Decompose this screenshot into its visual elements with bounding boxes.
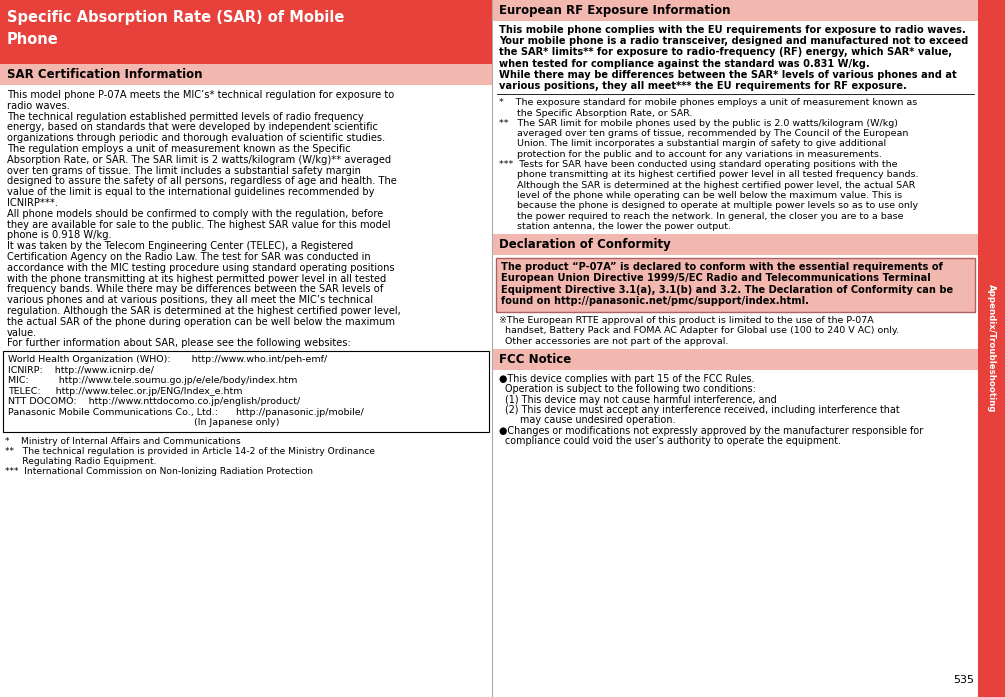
Text: ●This device complies with part 15 of the FCC Rules.: ●This device complies with part 15 of th… [499,374,755,384]
Text: The product “P-07A” is declared to conform with the essential requirements of: The product “P-07A” is declared to confo… [501,262,943,272]
Text: phone is 0.918 W/kg.: phone is 0.918 W/kg. [7,231,112,240]
Text: **   The SAR limit for mobile phones used by the public is 2.0 watts/kilogram (W: ** The SAR limit for mobile phones used … [499,118,898,128]
Text: Absorption Rate, or SAR. The SAR limit is 2 watts/kilogram (W/kg)** averaged: Absorption Rate, or SAR. The SAR limit i… [7,155,391,164]
Bar [493,0,978,21]
Text: the SAR* limits** for exposure to radio-frequency (RF) energy, which SAR* value,: the SAR* limits** for exposure to radio-… [499,47,952,57]
Text: energy, based on standards that were developed by independent scientific: energy, based on standards that were dev… [7,123,378,132]
Text: Equipment Directive 3.1(a), 3.1(b) and 3.2. The Declaration of Conformity can be: Equipment Directive 3.1(a), 3.1(b) and 3… [501,284,953,295]
Text: phone transmitting at its highest certified power level in all tested frequency : phone transmitting at its highest certif… [499,170,919,179]
Text: MIC:          http://www.tele.soumu.go.jp/e/ele/body/index.htm: MIC: http://www.tele.soumu.go.jp/e/ele/b… [8,376,297,385]
Text: TELEC:     http://www.telec.or.jp/ENG/Index_e.htm: TELEC: http://www.telec.or.jp/ENG/Index_… [8,387,242,396]
Text: regulation. Although the SAR is determined at the highest certified power level,: regulation. Although the SAR is determin… [7,306,401,316]
Text: 535: 535 [953,675,974,685]
Text: Although the SAR is determined at the highest certified power level, the actual : Although the SAR is determined at the hi… [499,181,916,190]
Text: the power required to reach the network. In general, the closer you are to a bas: the power required to reach the network.… [499,211,903,220]
Bar [3,351,489,431]
Text: Declaration of Conformity: Declaration of Conformity [499,238,670,251]
Text: Union. The limit incorporates a substantial margin of safety to give additional: Union. The limit incorporates a substant… [499,139,886,148]
Text: found on http://panasonic.net/pmc/support/index.html.: found on http://panasonic.net/pmc/suppor… [501,296,809,306]
Text: Certification Agency on the Radio Law. The test for SAR was conducted in: Certification Agency on the Radio Law. T… [7,252,371,262]
Bar [978,0,1005,697]
Text: averaged over ten grams of tissue, recommended by The Council of the European: averaged over ten grams of tissue, recom… [499,129,909,138]
Text: various positions, they all meet*** the EU requirements for RF exposure.: various positions, they all meet*** the … [499,81,907,91]
Text: ***  International Commission on Non-Ionizing Radiation Protection: *** International Commission on Non-Ioni… [5,467,313,476]
Text: with the phone transmitting at its highest permitted power level in all tested: with the phone transmitting at its highe… [7,274,386,284]
Text: compliance could void the user’s authority to operate the equipment.: compliance could void the user’s authori… [499,436,841,446]
Text: over ten grams of tissue. The limit includes a substantial safety margin: over ten grams of tissue. The limit incl… [7,166,361,176]
Text: For further information about SAR, please see the following websites:: For further information about SAR, pleas… [7,339,351,348]
Text: Panasonic Mobile Communications Co., Ltd.:      http://panasonic.jp/mobile/: Panasonic Mobile Communications Co., Ltd… [8,408,364,417]
Text: because the phone is designed to operate at multiple power levels so as to use o: because the phone is designed to operate… [499,201,919,210]
Text: *    Ministry of Internal Affairs and Communications: * Ministry of Internal Affairs and Commu… [5,437,240,445]
Text: (1) This device may not cause harmful interference, and: (1) This device may not cause harmful in… [499,395,777,404]
Text: frequency bands. While there may be differences between the SAR levels of: frequency bands. While there may be diff… [7,284,383,294]
Text: Other accessories are not part of the approval.: Other accessories are not part of the ap… [499,337,729,346]
Text: This mobile phone complies with the EU requirements for exposure to radio waves.: This mobile phone complies with the EU r… [499,25,966,35]
Text: Regulating Radio Equipment.: Regulating Radio Equipment. [5,457,157,466]
Text: FCC Notice: FCC Notice [499,353,571,366]
Text: NTT DOCOMO:    http://www.nttdocomo.co.jp/english/product/: NTT DOCOMO: http://www.nttdocomo.co.jp/e… [8,397,300,406]
Text: (In Japanese only): (In Japanese only) [8,418,279,427]
Text: Phone: Phone [7,32,58,47]
Text: This model phone P-07A meets the MIC’s* technical regulation for exposure to: This model phone P-07A meets the MIC’s* … [7,90,394,100]
Text: ※The European RTTE approval of this product is limited to the use of the P-07A: ※The European RTTE approval of this prod… [499,316,873,325]
Text: organizations through periodic and thorough evaluation of scientific studies.: organizations through periodic and thoro… [7,133,385,143]
Text: (2) This device must accept any interference received, including interference th: (2) This device must accept any interfer… [499,405,899,415]
Text: The regulation employs a unit of measurement known as the Specific: The regulation employs a unit of measure… [7,144,351,154]
Text: ICNIRP***.: ICNIRP***. [7,198,58,208]
Text: World Health Organization (WHO):       http://www.who.int/peh-emf/: World Health Organization (WHO): http://… [8,355,328,365]
Text: when tested for compliance against the standard was 0.831 W/kg.: when tested for compliance against the s… [499,59,869,68]
Text: may cause undesired operation.: may cause undesired operation. [499,415,675,425]
Text: Specific Absorption Rate (SAR) of Mobile: Specific Absorption Rate (SAR) of Mobile [7,10,345,25]
Text: ●Changes or modifications not expressly approved by the manufacturer responsible: ●Changes or modifications not expressly … [499,426,924,436]
Text: they are available for sale to the public. The highest SAR value for this model: they are available for sale to the publi… [7,220,391,229]
Text: radio waves.: radio waves. [7,101,70,111]
Text: various phones and at various positions, they all meet the MIC’s technical: various phones and at various positions,… [7,296,373,305]
Text: Your mobile phone is a radio transceiver, designed and manufactured not to excee: Your mobile phone is a radio transceiver… [499,36,968,46]
Text: ICNIRP:    http://www.icnirp.de/: ICNIRP: http://www.icnirp.de/ [8,366,154,375]
Text: European RF Exposure Information: European RF Exposure Information [499,4,731,17]
Text: The technical regulation established permitted levels of radio frequency: The technical regulation established per… [7,112,364,121]
Text: All phone models should be confirmed to comply with the regulation, before: All phone models should be confirmed to … [7,209,383,219]
Text: It was taken by the Telecom Engineering Center (TELEC), a Registered: It was taken by the Telecom Engineering … [7,241,353,251]
Text: *    The exposure standard for mobile phones employs a unit of measurement known: * The exposure standard for mobile phone… [499,98,918,107]
Text: Appendix/Troubleshooting: Appendix/Troubleshooting [987,284,996,413]
Bar [493,348,978,370]
Text: station antenna, the lower the power output.: station antenna, the lower the power out… [499,222,731,231]
Bar [0,64,492,85]
Text: **   The technical regulation is provided in Article 14-2 of the Ministry Ordina: ** The technical regulation is provided … [5,447,375,456]
Text: ***  Tests for SAR have been conducted using standard operating positions with t: *** Tests for SAR have been conducted us… [499,160,897,169]
Text: value.: value. [7,328,37,337]
Text: accordance with the MIC testing procedure using standard operating positions: accordance with the MIC testing procedur… [7,263,395,273]
Text: SAR Certification Information: SAR Certification Information [7,68,202,81]
Text: European Union Directive 1999/5/EC Radio and Telecommunications Terminal: European Union Directive 1999/5/EC Radio… [501,273,931,283]
Text: designed to assure the safety of all persons, regardless of age and health. The: designed to assure the safety of all per… [7,176,397,186]
Text: the Specific Absorption Rate, or SAR.: the Specific Absorption Rate, or SAR. [499,109,692,118]
Text: level of the phone while operating can be well below the maximum value. This is: level of the phone while operating can b… [499,191,902,200]
Text: the actual SAR of the phone during operation can be well below the maximum: the actual SAR of the phone during opera… [7,317,395,327]
Bar [0,0,492,64]
Text: Operation is subject to the following two conditions:: Operation is subject to the following tw… [499,384,756,395]
Text: value of the limit is equal to the international guidelines recommended by: value of the limit is equal to the inter… [7,187,375,197]
Text: While there may be differences between the SAR* levels of various phones and at: While there may be differences between t… [499,70,957,79]
Text: handset, Battery Pack and FOMA AC Adapter for Global use (100 to 240 V AC) only.: handset, Battery Pack and FOMA AC Adapte… [499,326,899,335]
Bar [493,234,978,255]
Bar [496,258,975,312]
Text: protection for the public and to account for any variations in measurements.: protection for the public and to account… [499,150,881,159]
